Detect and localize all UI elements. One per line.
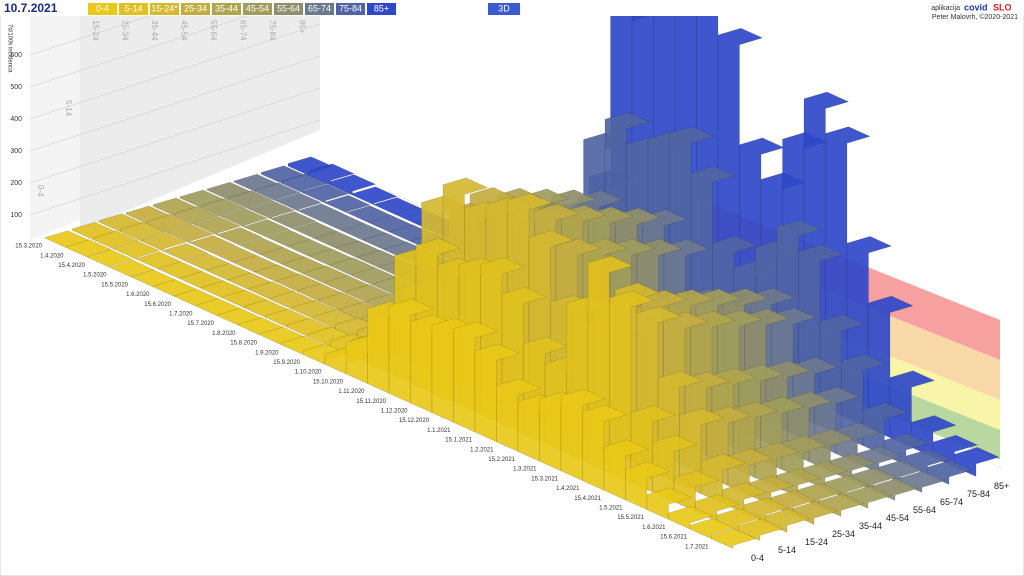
legend-button[interactable] (367, 3, 396, 15)
back-wall-label: 15-24 (91, 20, 100, 41)
grid-line (29, 23, 321, 120)
date-label: 1.4.2021 (556, 486, 580, 492)
age-axis-label: 35-44 (859, 521, 882, 531)
back-wall-label: 85+ (297, 20, 306, 34)
date: 10.7.2021 (4, 1, 58, 15)
app-name: covid (964, 2, 988, 12)
back-wall-label: 75-84 (268, 20, 277, 41)
date-label: 15.2.2021 (488, 457, 515, 463)
date-label: 15.5.2021 (617, 515, 644, 521)
date-label: 15.10.2020 (313, 379, 344, 385)
legend-label: 35-44 (215, 3, 238, 13)
date-label: 15.5.2020 (101, 282, 128, 288)
legend-button[interactable] (274, 3, 303, 15)
y-tick-label: 300 (10, 148, 22, 155)
legend-label: 85+ (374, 3, 389, 13)
age-axis-label: 0-4 (751, 553, 764, 563)
y-tick-label: 400 (10, 116, 22, 123)
legend-label: 45-54 (246, 3, 269, 13)
y-tick-label: 100 (10, 212, 22, 219)
legend-button[interactable] (181, 3, 210, 15)
date-label: 15.7.2020 (187, 321, 214, 327)
date-label: 15.11.2020 (356, 399, 386, 405)
date-label: 15.8.2020 (230, 341, 257, 347)
mode-button[interactable] (488, 3, 520, 15)
back-wall (80, 0, 320, 230)
mode-label: 3D (498, 3, 510, 13)
author: Peter Malovrh, ©2020-2021 (932, 13, 1018, 21)
legend-label: 25-34 (184, 3, 207, 13)
age-axis-label: 25-34 (832, 529, 855, 539)
age-axis-label: 65-74 (940, 497, 963, 507)
age-axis-label: 5-14 (778, 545, 796, 555)
date-label: 1.10.2020 (295, 370, 322, 376)
date-label: 1.12.2020 (381, 408, 408, 414)
left-wall-label: 0-4 (36, 185, 45, 197)
age-axis-label: 15-24 (805, 537, 828, 547)
grid-line (29, 119, 321, 216)
app-prefix: aplikacija (931, 5, 960, 12)
age-axis-label: 55-64 (913, 505, 936, 515)
date-label: 15.4.2020 (58, 263, 85, 269)
grid-line (29, 55, 321, 152)
age-axis-label: 75-84 (967, 489, 990, 499)
date-label: 15.6.2020 (144, 302, 171, 308)
date-label: 1.2.2021 (470, 447, 494, 453)
date-label: 1.5.2021 (599, 505, 623, 511)
date-label: 15.1.2021 (445, 438, 472, 444)
legend-label: 65-74 (308, 3, 331, 13)
date-label: 15.3.2021 (531, 476, 558, 482)
y-tick-label: 200 (10, 180, 22, 187)
date-label: 15.12.2020 (399, 418, 430, 424)
age-axis-label: 45-54 (886, 513, 909, 523)
date-label: 15.4.2021 (574, 496, 601, 502)
date-label: 1.9.2020 (255, 350, 279, 356)
y-tick-label: 600 (10, 52, 22, 59)
bar (711, 528, 757, 549)
legend-button[interactable] (119, 3, 148, 15)
legend-label: 5-14 (124, 3, 142, 13)
app-name-accent: SLO (993, 2, 1012, 12)
legend-label: 55-64 (277, 3, 300, 13)
date-label: 15.9.2020 (273, 360, 300, 366)
legend-button[interactable] (243, 3, 272, 15)
labels: 100 200 300 400 500 600 85+ 75-84 65-74 55-64 45-5… (10, 20, 1009, 563)
grid-line (29, 87, 321, 184)
date-label: 1.3.2021 (513, 467, 537, 473)
bar (738, 518, 784, 541)
legend-button[interactable] (212, 3, 241, 15)
back-wall-label: 25-34 (120, 20, 129, 41)
date-label: 1.5.2020 (83, 273, 107, 279)
back-wall-label: 45-54 (179, 20, 188, 41)
y-axis-label: 7d/100k incidenca (6, 24, 12, 73)
date-label: 15.3.2020 (15, 244, 42, 250)
bars (44, 0, 1000, 549)
date-label: 1.6.2020 (126, 292, 150, 298)
legend-button[interactable] (305, 3, 334, 15)
back-wall-label: 65-74 (238, 20, 247, 41)
legend-button[interactable] (336, 3, 365, 15)
date-label: 1.4.2020 (40, 253, 64, 259)
left-wall-label: 5-14 (64, 100, 73, 117)
back-wall-label: 35-44 (150, 20, 159, 41)
date-label: 1.6.2021 (642, 525, 666, 531)
legend-button[interactable] (150, 3, 179, 15)
date-label: 1.8.2020 (212, 331, 236, 337)
back-wall-label: 55-64 (209, 20, 218, 41)
date-label: 1.11.2020 (338, 389, 365, 395)
date-label: 1.7.2021 (685, 544, 709, 550)
y-tick-label: 500 (10, 84, 22, 91)
date-label: 1.1.2021 (427, 428, 451, 434)
legend-label: 75-84 (339, 3, 362, 13)
legend-button[interactable] (88, 3, 117, 15)
legend-label: 15-24* (151, 3, 178, 13)
age-axis-label: 85+ (994, 481, 1009, 491)
date-label: 15.6.2021 (660, 535, 687, 541)
legend-label: 0-4 (96, 3, 109, 13)
date-label: 1.7.2020 (169, 311, 193, 317)
